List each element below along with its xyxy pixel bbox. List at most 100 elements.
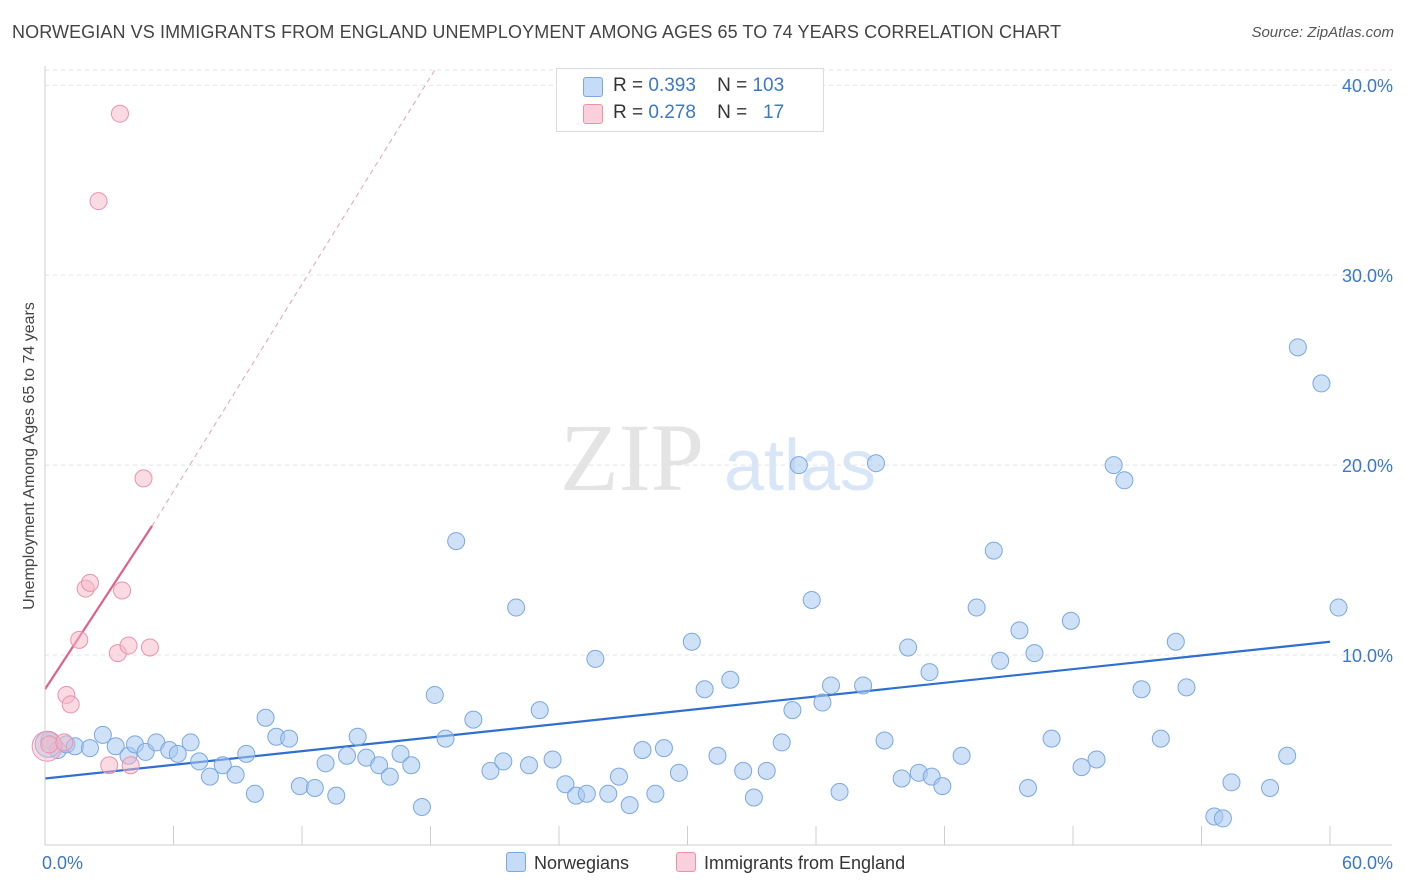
norwegian-point bbox=[813, 693, 832, 712]
england-point bbox=[70, 630, 89, 649]
norwegian-point bbox=[80, 739, 99, 758]
norwegian-point bbox=[892, 769, 911, 788]
bottom-legend-label: Norwegians bbox=[534, 853, 630, 873]
norwegian-point bbox=[1061, 611, 1080, 630]
source-note: Source: ZipAtlas.com bbox=[1251, 24, 1394, 41]
norwegian-point bbox=[991, 651, 1010, 670]
norwegian-point bbox=[1288, 338, 1307, 357]
norwegian-point bbox=[866, 454, 885, 473]
norwegian-point bbox=[967, 598, 986, 617]
norwegian-point bbox=[391, 744, 410, 763]
norwegian-point bbox=[245, 784, 264, 803]
norwegian-point bbox=[586, 649, 605, 668]
norwegian-point bbox=[984, 541, 1003, 560]
norwegian-point bbox=[290, 777, 309, 796]
legend-n-value: 17 bbox=[763, 102, 785, 123]
norwegian-point bbox=[464, 710, 483, 729]
norwegian-point bbox=[168, 744, 187, 763]
x-tick-label: 0.0% bbox=[42, 853, 83, 873]
norwegian-point bbox=[520, 756, 539, 775]
norwegian-point bbox=[669, 763, 688, 782]
y-tick-label: 40.0% bbox=[1342, 76, 1393, 96]
legend-r-value: 0.278 bbox=[648, 102, 696, 123]
norwegian-point bbox=[1151, 729, 1170, 748]
norwegian-point bbox=[1329, 598, 1348, 617]
norwegian-point bbox=[899, 638, 918, 657]
england-trend-extension bbox=[151, 69, 436, 527]
england-point bbox=[55, 733, 74, 752]
norwegian-point bbox=[821, 676, 840, 695]
england-point bbox=[119, 636, 138, 655]
norwegian-point bbox=[830, 782, 849, 801]
norwegian-point bbox=[316, 754, 335, 773]
norwegian-point bbox=[494, 752, 513, 771]
norwegian-point bbox=[305, 779, 324, 798]
norwegian-point bbox=[783, 701, 802, 720]
norwegian-point bbox=[1213, 809, 1232, 828]
norwegian-point bbox=[854, 676, 873, 695]
norwegian-point bbox=[695, 680, 714, 699]
england-trend-line bbox=[44, 525, 154, 690]
norwegian-point bbox=[1010, 621, 1029, 640]
england-point bbox=[140, 638, 159, 657]
norwegian-point bbox=[633, 741, 652, 760]
norwegian-point bbox=[181, 733, 200, 752]
norwegian-point bbox=[1087, 750, 1106, 769]
norwegian-point bbox=[93, 725, 112, 744]
norwegian-point bbox=[556, 775, 575, 794]
x-tick-label: 60.0% bbox=[1342, 853, 1393, 873]
england-point bbox=[100, 756, 119, 775]
norwegian-point bbox=[875, 731, 894, 750]
norwegian-point bbox=[1177, 678, 1196, 697]
norwegian-point bbox=[721, 670, 740, 689]
norwegian-point bbox=[654, 739, 673, 758]
england-point bbox=[61, 695, 80, 714]
norwegian-point bbox=[609, 767, 628, 786]
legend-n-value: 103 bbox=[752, 75, 785, 96]
norwegian-point bbox=[757, 761, 776, 780]
stats-legend: R = 0.393 N = 103 R = 0.278 N = 17 bbox=[556, 68, 824, 132]
norwegian-point bbox=[920, 663, 939, 682]
norwegian-point bbox=[620, 796, 639, 815]
norwegian-point bbox=[952, 746, 971, 765]
norwegian-point bbox=[1132, 680, 1151, 699]
norwegian-point bbox=[577, 784, 596, 803]
norwegian-point bbox=[370, 756, 389, 775]
legend-swatch-england bbox=[583, 104, 603, 124]
norwegian-point bbox=[237, 744, 256, 763]
legend-r-label: R = bbox=[613, 75, 644, 96]
legend-n-label: N = bbox=[717, 102, 748, 123]
bottom-legend-norwegians: Norwegians bbox=[506, 852, 629, 874]
norwegian-point bbox=[1166, 632, 1185, 651]
norwegian-point bbox=[226, 765, 245, 784]
bottom-legend-label: Immigrants from England bbox=[704, 853, 906, 873]
norwegian-point bbox=[1042, 729, 1061, 748]
norwegian-point bbox=[530, 701, 549, 720]
legend-r-label: R = bbox=[613, 102, 644, 123]
y-tick-label: 20.0% bbox=[1342, 456, 1393, 476]
norwegian-point bbox=[337, 746, 356, 765]
legend-r-value: 0.393 bbox=[648, 75, 696, 96]
norwegian-point bbox=[646, 784, 665, 803]
norwegian-point bbox=[1025, 644, 1044, 663]
england-point bbox=[113, 581, 132, 600]
chart-title: NORWEGIAN VS IMMIGRANTS FROM ENGLAND UNE… bbox=[12, 22, 1062, 42]
norwegian-point bbox=[543, 750, 562, 769]
norwegian-point bbox=[412, 798, 431, 817]
norwegian-point bbox=[190, 752, 209, 771]
norwegian-point bbox=[481, 761, 500, 780]
norwegian-point bbox=[1104, 456, 1123, 475]
england-point bbox=[40, 735, 59, 754]
y-tick-label: 10.0% bbox=[1342, 646, 1393, 666]
norwegian-point bbox=[280, 729, 299, 748]
bottom-legend-swatch bbox=[506, 852, 526, 872]
norwegian-point bbox=[213, 756, 232, 775]
norwegian-point bbox=[933, 777, 952, 796]
norwegian-point bbox=[425, 685, 444, 704]
legend-swatch-norwegians bbox=[583, 77, 603, 97]
norwegian-point bbox=[200, 767, 219, 786]
watermark-zip: ZIP bbox=[560, 404, 704, 511]
legend-n-label: N = bbox=[717, 75, 748, 96]
norwegian-point bbox=[802, 590, 821, 609]
